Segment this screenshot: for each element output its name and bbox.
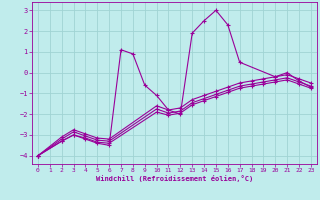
X-axis label: Windchill (Refroidissement éolien,°C): Windchill (Refroidissement éolien,°C) (96, 175, 253, 182)
